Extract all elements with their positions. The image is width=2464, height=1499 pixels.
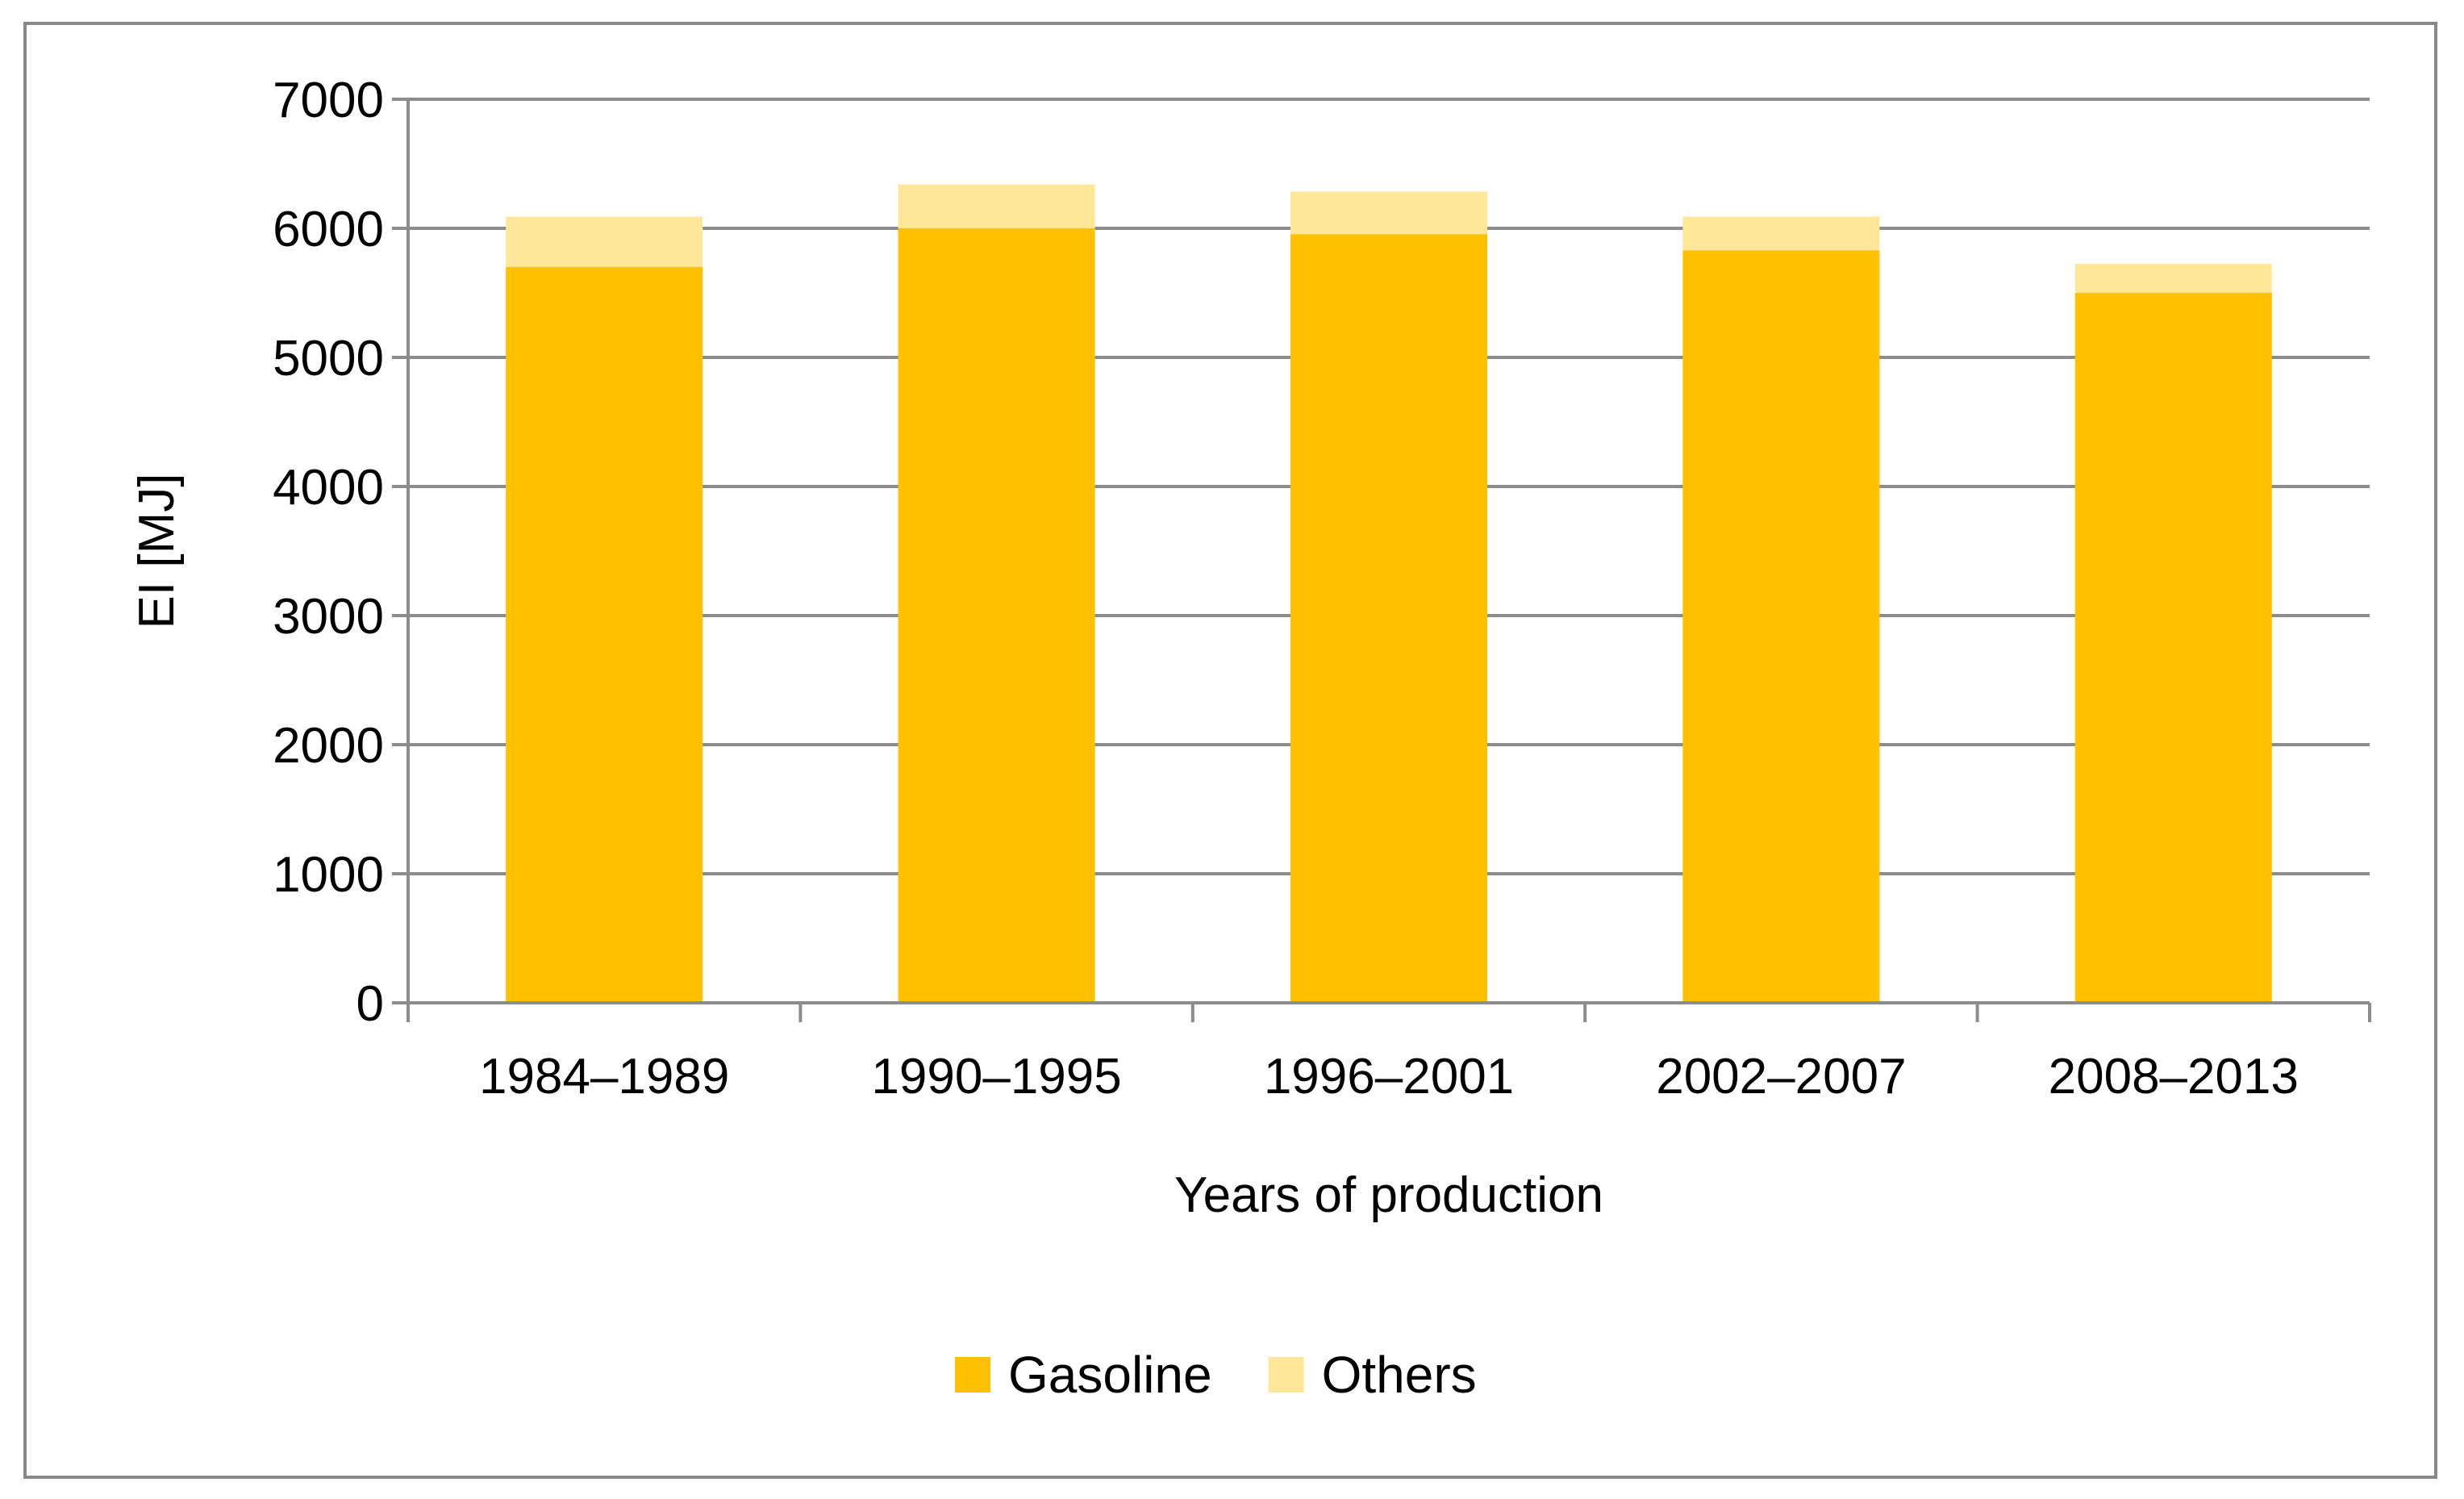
- y-tick-label: 2000: [273, 718, 384, 774]
- bar-gasoline: [898, 228, 1095, 1003]
- legend-label: Others: [1322, 1346, 1477, 1404]
- y-tick-label: 6000: [273, 202, 384, 257]
- bar-others: [1290, 191, 1487, 235]
- x-tick-label: 2008–2013: [2049, 1049, 2299, 1104]
- y-tick-label: 4000: [273, 460, 384, 516]
- x-tick-label: 1984–1989: [479, 1049, 729, 1104]
- bar-others: [898, 184, 1095, 228]
- y-tick-label: 3000: [273, 589, 384, 645]
- legend-swatch: [955, 1357, 990, 1393]
- bar-others: [2074, 264, 2272, 293]
- bar-gasoline: [2074, 293, 2272, 1003]
- y-tick-label: 1000: [273, 847, 384, 903]
- y-tick-label: 0: [356, 976, 384, 1032]
- bar-gasoline: [1682, 250, 1880, 1003]
- bar-others: [506, 216, 703, 267]
- legend: Gasoline Others: [955, 1346, 1477, 1404]
- y-axis-label: EI [MJ]: [129, 474, 185, 629]
- bar-others: [1682, 216, 1880, 251]
- chart-frame: [23, 22, 2437, 1479]
- x-tick-label: 2002–2007: [1656, 1049, 1906, 1104]
- legend-swatch: [1268, 1357, 1304, 1393]
- y-tick-label: 7000: [273, 73, 384, 128]
- y-tick-label: 5000: [273, 331, 384, 386]
- bar-gasoline: [506, 267, 703, 1003]
- x-tick-label: 1990–1995: [871, 1049, 1121, 1104]
- bar-gasoline: [1290, 234, 1487, 1003]
- x-tick-label: 1996–2001: [1264, 1049, 1514, 1104]
- legend-label: Gasoline: [1008, 1346, 1212, 1404]
- x-axis-label: Years of production: [1174, 1167, 1603, 1223]
